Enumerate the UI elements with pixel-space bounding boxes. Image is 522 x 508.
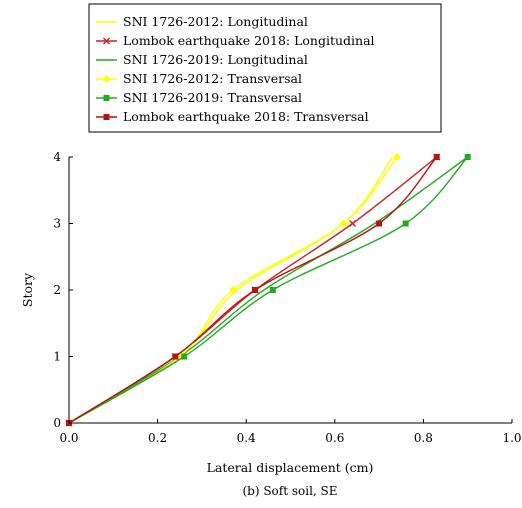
legend: SNI 1726-2012: Longitudinal Lombok earthq… xyxy=(88,3,442,133)
x-tick-label: 0.4 xyxy=(237,431,256,445)
series-lombok-earthquake-2018-transversal xyxy=(66,154,440,426)
x-tick-label: 0.2 xyxy=(148,431,167,445)
data-point xyxy=(181,353,188,360)
series-sni-1726-2019-transversal xyxy=(66,154,471,426)
legend-label: SNI 1726-2019: Transversal xyxy=(123,90,302,105)
legend-swatch-marker xyxy=(103,95,110,101)
data-point xyxy=(339,219,348,228)
series-sni-1726-2019-longitudinal xyxy=(68,156,469,424)
data-point xyxy=(376,220,383,227)
legend-label: SNI 1726-2019: Longitudinal xyxy=(123,52,308,67)
y-axis-label: Story xyxy=(20,272,35,307)
data-point xyxy=(252,287,259,293)
data-point xyxy=(269,287,276,293)
y-tick-label: 2 xyxy=(53,283,61,297)
x-tick-label: 0.0 xyxy=(59,431,78,445)
y-tick-label: 4 xyxy=(53,150,61,164)
x-tick-label: 1.0 xyxy=(502,431,521,445)
legend-swatch-marker xyxy=(103,114,110,120)
x-ticks: 0.0 0.2 0.4 0.6 0.8 1.0 xyxy=(59,419,522,445)
y-tick-label: 1 xyxy=(53,350,61,364)
legend-item: Lombok earthquake 2018: Longitudinal xyxy=(96,33,375,48)
legend-item: SNI 1726-2019: Transversal xyxy=(96,90,302,105)
series-line xyxy=(68,156,469,424)
figure-caption: (b) Soft soil, SE xyxy=(242,484,337,498)
x-tick-label: 0.6 xyxy=(325,431,344,445)
legend-box xyxy=(88,3,442,133)
data-point xyxy=(349,220,357,227)
data-point xyxy=(433,154,440,160)
data-point xyxy=(392,153,401,161)
x-tick-label: 0.8 xyxy=(414,431,433,445)
data-point xyxy=(172,353,179,360)
legend-item: SNI 1726-2019: Longitudinal xyxy=(96,52,308,67)
plot-area xyxy=(65,153,471,427)
legend-item: SNI 1726-2012: Transversal xyxy=(96,71,302,86)
y-tick-label: 3 xyxy=(53,217,61,231)
y-ticks: 0 1 2 3 4 xyxy=(53,150,73,430)
legend-label: SNI 1726-2012: Transversal xyxy=(123,71,302,86)
legend-label: Lombok earthquake 2018: Transversal xyxy=(123,109,369,124)
series-sni-1726-2012-transversal xyxy=(65,153,401,427)
legend-item: Lombok earthquake 2018: Transversal xyxy=(96,109,369,124)
data-point xyxy=(402,220,409,227)
data-point xyxy=(464,154,471,160)
x-axis-label: Lateral displacement (cm) xyxy=(207,460,374,475)
legend-label: SNI 1726-2012: Longitudinal xyxy=(123,14,308,29)
data-point xyxy=(228,286,237,294)
y-tick-label: 0 xyxy=(53,416,61,430)
legend-item: SNI 1726-2012: Longitudinal xyxy=(96,14,308,29)
legend-label: Lombok earthquake 2018: Longitudinal xyxy=(123,33,375,48)
legend-swatch-marker xyxy=(102,75,111,83)
legend-swatch-marker xyxy=(103,37,110,45)
